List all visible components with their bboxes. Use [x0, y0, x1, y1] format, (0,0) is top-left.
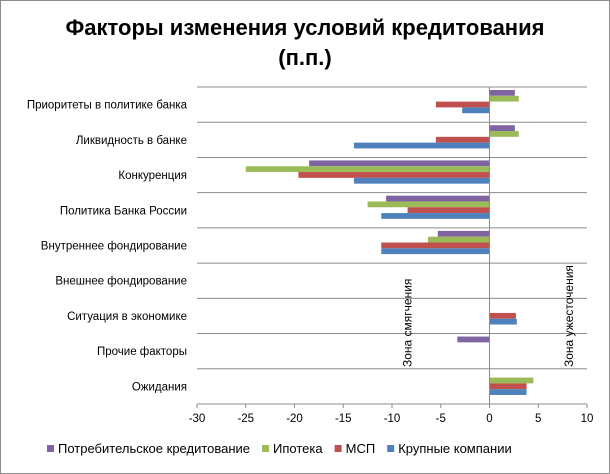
- legend-swatch: [387, 445, 395, 452]
- category-label: Внешнее фондирование: [55, 276, 187, 288]
- category-label: Политика Банка России: [60, 205, 187, 217]
- tick-label: 5: [535, 413, 541, 425]
- category-label: Ситуация в экономике: [67, 311, 187, 323]
- tick-label: 10: [581, 413, 594, 425]
- category-label: Конкуренция: [118, 170, 187, 182]
- bar: [489, 125, 515, 132]
- tick-label: -5: [436, 413, 446, 425]
- bar: [489, 377, 534, 384]
- bar: [457, 336, 490, 343]
- bar: [298, 172, 490, 178]
- chart-subtitle: (п.п.): [278, 45, 331, 70]
- bar: [353, 142, 490, 149]
- legend-label: Крупные компании: [398, 441, 512, 456]
- category-label: Приоритеты в политике банка: [27, 100, 188, 112]
- bar: [407, 207, 490, 214]
- chart-title: Факторы изменения условий кредитования: [66, 15, 545, 40]
- bar: [489, 389, 527, 395]
- tick-label: 0: [486, 413, 492, 425]
- tick-label: -20: [286, 413, 303, 425]
- category-label: Прочие факторы: [97, 346, 187, 358]
- bar: [386, 195, 490, 202]
- legend-label: Ипотека: [273, 441, 323, 456]
- category-label: Ожидания: [132, 381, 187, 393]
- bar: [435, 136, 490, 143]
- category-label: Ликвидность в банке: [76, 135, 187, 147]
- tick-label: -25: [237, 413, 254, 425]
- bar: [489, 312, 516, 319]
- bar: [381, 242, 490, 249]
- legend-swatch: [262, 445, 270, 452]
- bar: [309, 160, 490, 167]
- easing-zone-label: Зона смягчения: [401, 279, 415, 367]
- bar: [489, 383, 527, 390]
- bar: [489, 95, 519, 102]
- bar: [489, 318, 517, 325]
- bar: [437, 230, 490, 237]
- legend-swatch: [334, 445, 342, 452]
- tick-label: -30: [189, 413, 206, 425]
- tightening-zone-label: Зона ужесточения: [562, 265, 576, 367]
- bar: [489, 90, 515, 96]
- bars: [245, 90, 534, 395]
- bar: [245, 166, 490, 173]
- x-axis-ticks: -30 -25 -20 -15 -10 -5 0 5 10: [189, 404, 594, 425]
- bar: [462, 107, 490, 114]
- category-labels: Приоритеты в политике банка Ликвидность в…: [27, 100, 188, 394]
- bar: [381, 213, 490, 219]
- legend: Потребительское кредитование Ипотека МСП Кр…: [47, 441, 512, 456]
- bar: [353, 177, 490, 184]
- tick-label: -15: [335, 413, 352, 425]
- category-label: Внутреннее фондирование: [41, 241, 187, 253]
- legend-swatch: [47, 445, 54, 452]
- legend-label: Потребительское кредитование: [58, 441, 250, 456]
- tick-label: -10: [384, 413, 401, 425]
- legend-label: МСП: [346, 441, 376, 456]
- bar: [367, 201, 490, 208]
- bar: [428, 236, 490, 243]
- bar: [435, 101, 490, 108]
- bar: [381, 248, 490, 255]
- bar: [489, 131, 519, 137]
